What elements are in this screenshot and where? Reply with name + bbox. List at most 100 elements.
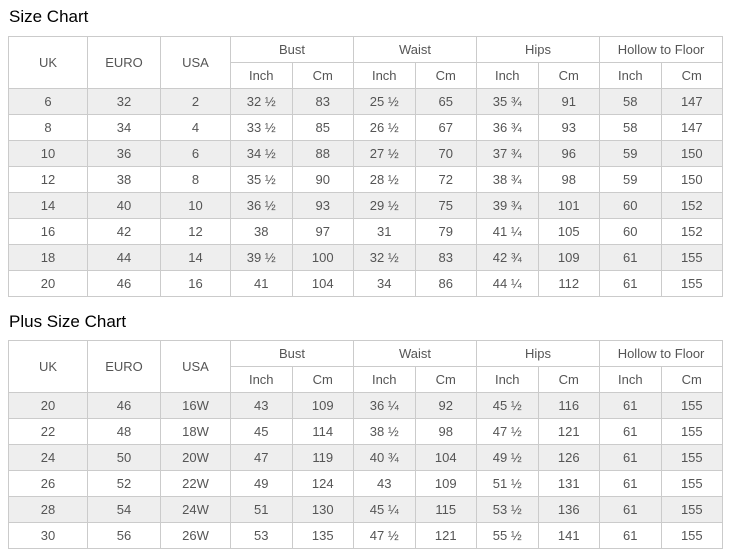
cell-hollow-inch: 60 [599,191,662,219]
cell-waist-cm: 83 [414,243,478,271]
table-header: UK EURO USA Bust Waist Hips Hollow to Fl… [8,35,724,89]
cell-uk: 20 [8,392,88,420]
cell-waist-inch: 38 ½ [353,418,416,446]
cell-waist-cm: 79 [414,217,478,245]
cell-hips-inch: 49 ½ [476,444,539,472]
cell-hips-inch: 36 ¾ [476,113,539,141]
cell-euro: 38 [87,165,161,193]
cell-hips-inch: 45 ½ [476,392,539,420]
table-row: 18 44 14 39 ½ 100 32 ½ 83 42 ¾ 109 61 15… [8,243,724,271]
column-group-waist: Waist [353,35,478,63]
cell-hollow-cm: 155 [660,444,724,472]
cell-hips-cm: 136 [537,496,601,524]
column-subheader-inch: Inch [230,366,293,394]
cell-bust-cm: 97 [291,217,355,245]
column-header-euro: EURO [87,340,161,394]
cell-hollow-inch: 61 [599,470,662,498]
column-header-usa: USA [160,340,231,394]
cell-hips-cm: 112 [537,269,601,297]
cell-hips-inch: 35 ¾ [476,87,539,115]
cell-waist-inch: 26 ½ [353,113,416,141]
table-row: 16 42 12 38 97 31 79 41 ¼ 105 60 152 [8,217,724,245]
cell-waist-cm: 92 [414,392,478,420]
table-row: 12 38 8 35 ½ 90 28 ½ 72 38 ¾ 98 59 150 [8,165,724,193]
cell-waist-inch: 27 ½ [353,139,416,167]
cell-bust-cm: 135 [291,522,355,550]
cell-waist-inch: 28 ½ [353,165,416,193]
cell-hollow-inch: 61 [599,392,662,420]
cell-bust-inch: 49 [230,470,293,498]
cell-hollow-cm: 155 [660,418,724,446]
cell-hollow-cm: 152 [660,191,724,219]
cell-hips-cm: 101 [537,191,601,219]
cell-hips-inch: 53 ½ [476,496,539,524]
cell-waist-cm: 98 [414,418,478,446]
cell-hollow-inch: 58 [599,113,662,141]
header-row-groups: UK EURO USA Bust Waist Hips Hollow to Fl… [8,35,724,89]
cell-euro: 32 [87,87,161,115]
cell-uk: 30 [8,522,88,550]
column-subheader-cm: Cm [660,61,724,89]
column-subheader-cm: Cm [291,61,355,89]
cell-hips-cm: 141 [537,522,601,550]
cell-hollow-cm: 155 [660,470,724,498]
cell-waist-inch: 25 ½ [353,87,416,115]
cell-uk: 18 [8,243,88,271]
cell-waist-cm: 72 [414,165,478,193]
cell-usa: 16 [160,269,231,297]
cell-waist-inch: 36 ¼ [353,392,416,420]
cell-hollow-cm: 147 [660,113,724,141]
cell-usa: 14 [160,243,231,271]
cell-euro: 52 [87,470,161,498]
table-row: 24 50 20W 47 119 40 ¾ 104 49 ½ 126 61 15… [8,444,724,472]
column-subheader-inch: Inch [599,61,662,89]
cell-waist-inch: 40 ¾ [353,444,416,472]
column-group-bust: Bust [229,340,355,368]
cell-usa: 12 [160,217,231,245]
column-group-hollow-to-floor: Hollow to Floor [599,340,724,368]
cell-bust-cm: 88 [291,139,355,167]
cell-bust-inch: 45 [230,418,293,446]
column-subheader-cm: Cm [414,61,478,89]
cell-bust-inch: 51 [230,496,293,524]
cell-hips-cm: 109 [537,243,601,271]
table-row: 20 46 16W 43 109 36 ¼ 92 45 ½ 116 61 155 [8,392,724,420]
cell-bust-cm: 124 [291,470,355,498]
cell-euro: 56 [87,522,161,550]
cell-bust-inch: 35 ½ [230,165,293,193]
header-row-units: Inch Cm Inch Cm Inch Cm Inch Cm [9,366,724,394]
table-row: 26 52 22W 49 124 43 109 51 ½ 131 61 155 [8,470,724,498]
cell-hips-cm: 121 [537,418,601,446]
cell-bust-inch: 47 [230,444,293,472]
cell-hollow-cm: 155 [660,269,724,297]
cell-hips-cm: 98 [537,165,601,193]
cell-hollow-inch: 61 [599,269,662,297]
cell-usa: 10 [160,191,231,219]
cell-hips-inch: 55 ½ [476,522,539,550]
column-subheader-cm: Cm [660,366,724,394]
cell-waist-inch: 45 ¼ [353,496,416,524]
cell-hips-inch: 37 ¾ [476,139,539,167]
column-subheader-cm: Cm [537,61,601,89]
column-subheader-cm: Cm [537,366,601,394]
cell-bust-cm: 93 [291,191,355,219]
cell-usa: 18W [160,418,231,446]
cell-hips-cm: 116 [537,392,601,420]
cell-usa: 22W [160,470,231,498]
table-body: 6 32 2 32 ½ 83 25 ½ 65 35 ¾ 91 58 147 8 … [8,87,724,297]
column-group-hollow-to-floor: Hollow to Floor [599,35,724,63]
cell-euro: 54 [87,496,161,524]
cell-hollow-cm: 155 [660,392,724,420]
cell-uk: 6 [8,87,88,115]
cell-bust-inch: 32 ½ [230,87,293,115]
cell-waist-inch: 34 [353,269,416,297]
cell-uk: 14 [8,191,88,219]
cell-waist-cm: 104 [414,444,478,472]
cell-euro: 44 [87,243,161,271]
cell-bust-inch: 36 ½ [230,191,293,219]
cell-bust-inch: 53 [230,522,293,550]
column-subheader-inch: Inch [353,366,416,394]
column-group-hips: Hips [476,35,601,63]
cell-usa: 24W [160,496,231,524]
cell-uk: 22 [8,418,88,446]
